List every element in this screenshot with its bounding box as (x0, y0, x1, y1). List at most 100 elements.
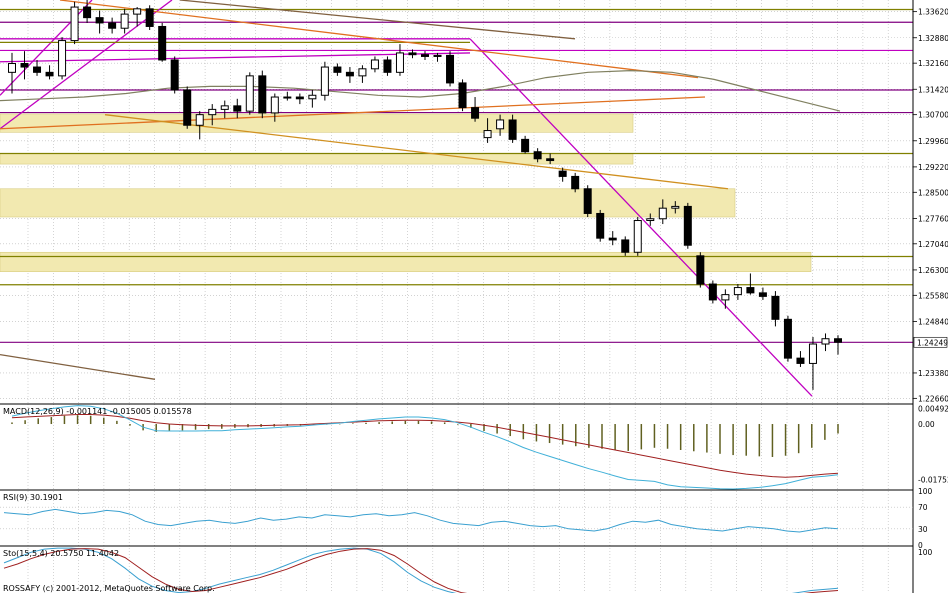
candle-body (771, 295, 780, 320)
zone (0, 251, 812, 272)
price-tick-label: 1.28500 (918, 188, 948, 197)
candle-body (596, 212, 605, 239)
macd-tick-label: 0.00 (918, 420, 935, 429)
price-tick-label: 1.31420 (918, 85, 948, 94)
price-tick-label: 1.27040 (918, 240, 948, 249)
candle-body (421, 54, 429, 57)
rsi-tick-label: 0 (918, 541, 923, 550)
rsi-tick-label: 30 (918, 525, 928, 534)
candle-body (834, 338, 842, 343)
candle-body (783, 318, 792, 359)
trend-line (59, 0, 699, 79)
macd-tick-label: -0.01752 (918, 476, 948, 485)
macd-panel: 0.00492 0.00 -0.01752 (11, 404, 948, 490)
candle-body (270, 96, 279, 114)
price-tick-label: 1.33620 (918, 8, 948, 17)
candle-body (383, 59, 392, 73)
rsi-label: RSI(9) 30.1901 (3, 493, 63, 502)
candle-body (708, 283, 717, 301)
candle-body (496, 119, 505, 130)
support-resistance-zones (0, 113, 812, 272)
macd-main-line (11, 405, 839, 490)
candle-body (746, 287, 755, 294)
price-tick-label: 1.25580 (918, 291, 948, 300)
candle-body (458, 82, 467, 109)
candle-body (45, 71, 54, 77)
price-tick-label: 1.29960 (918, 137, 948, 146)
trend-line (0, 0, 173, 130)
candle-body (358, 68, 367, 77)
candle-body (158, 25, 167, 61)
candle-body (245, 75, 254, 112)
price-tick-label: 1.22660 (918, 394, 948, 403)
zone (0, 113, 634, 133)
candle-body (295, 96, 304, 100)
macd-signal-line (11, 414, 839, 478)
price-tick-label: 1.30700 (918, 111, 948, 120)
rsi-tick-label: 70 (918, 503, 928, 512)
price-tick-label: 1.23380 (918, 369, 948, 378)
candle-body (583, 188, 592, 214)
candle-body (721, 294, 730, 301)
candle-body (558, 170, 567, 177)
candle-body (433, 54, 442, 57)
candle-body (195, 114, 204, 126)
moving-average (0, 69, 841, 112)
macd-tick-label: 0.00492 (918, 404, 948, 413)
sto-k-line (3, 547, 839, 593)
candle-body (33, 66, 42, 73)
candle-body (133, 8, 142, 15)
trend-line (0, 52, 471, 63)
candle-body (333, 66, 342, 73)
zone (0, 188, 736, 218)
price-tick-label: 1.24840 (918, 317, 948, 326)
trend-line (0, 353, 156, 380)
candle-body (95, 17, 104, 24)
price-tick-label: 1.26300 (918, 266, 948, 275)
candle-body (546, 158, 555, 162)
candle-body (571, 175, 580, 190)
candle-body (621, 239, 630, 253)
candle-body (108, 22, 117, 29)
candle-body (633, 220, 642, 253)
rsi-tick-label: 100 (918, 487, 933, 496)
candle-body (471, 107, 480, 119)
candle-body (20, 63, 29, 68)
candle-body (170, 59, 179, 91)
candle-body (58, 40, 67, 77)
candle-body (733, 287, 742, 296)
candle-body (220, 105, 229, 110)
price-axis: 1.33620 1.32880 1.32160 1.31420 1.30700 1.299… (913, 8, 948, 403)
candle-body (8, 63, 16, 73)
candle-body (446, 54, 455, 84)
price-tick-label: 1.29220 (918, 163, 948, 172)
candle-body (483, 130, 492, 139)
candle-body (608, 237, 617, 241)
footer-copyright: ROSSAFY (c) 2001-2012, MetaQuotes Softwa… (3, 584, 215, 593)
candle-body (233, 105, 242, 112)
candle-body (258, 75, 267, 114)
candle-body (183, 89, 192, 126)
candle-body (696, 255, 705, 285)
candle-body (395, 52, 404, 73)
candle-body (208, 108, 217, 116)
candle-body (658, 207, 667, 220)
candle-body (145, 8, 154, 27)
price-tick-label: 1.27760 (918, 214, 948, 223)
candle-body (671, 205, 680, 209)
sto-d-line (3, 548, 839, 593)
candle-body (283, 96, 292, 99)
candle-body (320, 66, 329, 96)
candles (8, 0, 842, 390)
macd-label: MACD(12,26,9) -0.001141 -0.015005 0.0155… (3, 407, 192, 416)
current-price-box (913, 336, 948, 348)
current-price-label: 1.24249 (917, 338, 948, 347)
trend-line (104, 114, 729, 190)
candle-body (70, 6, 79, 42)
candle-body (408, 52, 417, 56)
candle-body (796, 357, 805, 364)
candle-body (345, 71, 354, 77)
candle-body (646, 218, 655, 222)
sto-tick-label: 100 (918, 548, 933, 557)
